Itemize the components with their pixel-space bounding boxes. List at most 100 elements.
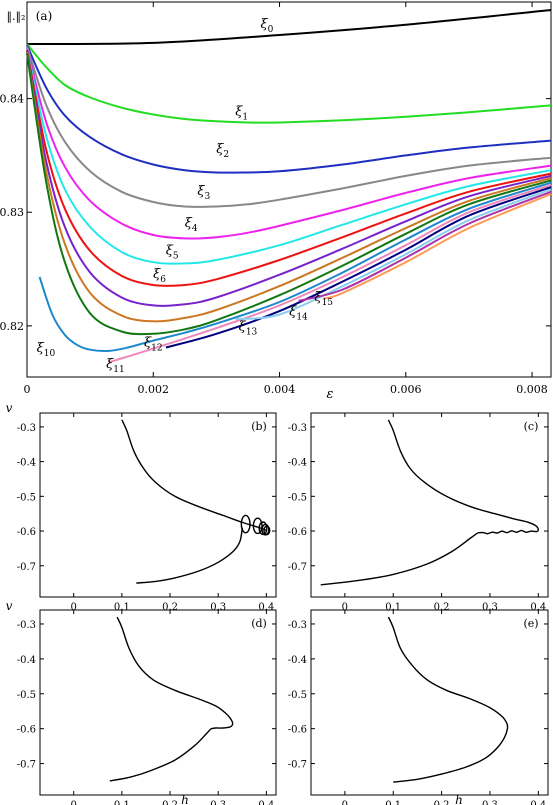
x-tick-label: 0.2 bbox=[434, 602, 450, 613]
series-line-7 bbox=[26, 50, 552, 307]
series-label-14-sub: 14 bbox=[296, 313, 308, 323]
x-tick-label: 0.4 bbox=[258, 800, 274, 805]
trajectory-loop-2 bbox=[258, 521, 268, 536]
series-line-6 bbox=[26, 49, 552, 287]
x-tick-label: 0.2 bbox=[162, 602, 178, 613]
series-label-4-sub: 4 bbox=[192, 224, 198, 234]
x-tick-label: 0.002 bbox=[138, 383, 170, 396]
series-line-14 bbox=[298, 190, 552, 302]
x-tick-label: 0.4 bbox=[258, 602, 274, 613]
panel-label: (c) bbox=[524, 420, 539, 433]
plot-frame bbox=[310, 609, 549, 796]
panel-b: 0 0.1 0.2 0.3 0.4 -0.3 -0.4 -0.5 -0.6 -0.7 (b) v bbox=[6, 401, 277, 613]
series-label-3: ξ3 bbox=[197, 184, 210, 202]
panel-e: 0 0.1 0.2 0.3 0.4 -0.3 -0.4 -0.5 -0.6 -0.7 (e) h bbox=[288, 609, 549, 805]
x-tick-label: 0 bbox=[71, 800, 77, 805]
trajectory-return-line bbox=[320, 532, 479, 586]
series-label-14: ξ14 bbox=[289, 305, 308, 323]
series-line-2 bbox=[26, 44, 552, 174]
y-tick-label: -0.7 bbox=[17, 562, 36, 573]
y-tick-label: -0.6 bbox=[288, 527, 307, 538]
trajectory-line bbox=[121, 419, 267, 531]
series-label-5-sub: 5 bbox=[173, 251, 179, 261]
y-axis-label: v bbox=[6, 401, 13, 415]
series-label-11-sub: 11 bbox=[113, 365, 124, 375]
series-label-1-base: ξ bbox=[235, 105, 243, 120]
trajectory-line bbox=[387, 616, 509, 783]
series-label-4: ξ4 bbox=[185, 216, 198, 234]
series-label-1-sub: 1 bbox=[242, 113, 248, 123]
series-label-0: ξ0 bbox=[260, 17, 273, 35]
series-line-4 bbox=[26, 47, 552, 240]
trajectory-line bbox=[387, 419, 540, 532]
y-tick-label: -0.6 bbox=[17, 725, 36, 736]
series-label-5: ξ5 bbox=[166, 243, 179, 261]
series-label-0-base: ξ bbox=[260, 17, 268, 32]
trajectory-loop-0 bbox=[240, 514, 251, 534]
series-line-1 bbox=[26, 43, 552, 124]
x-tick-label: 0 bbox=[71, 602, 77, 613]
y-tick-label: -0.3 bbox=[288, 423, 307, 434]
series-label-15: ξ15 bbox=[314, 290, 333, 308]
y-tick-label: -0.4 bbox=[17, 655, 36, 666]
series-label-10-base: ξ bbox=[37, 341, 45, 356]
y-tick-label: -0.6 bbox=[17, 527, 36, 538]
series-line-15 bbox=[323, 193, 552, 300]
panel-a: 0 0.002 0.004 0.006 0.0080.820.830.84ξ0ξ1ξ2ξ… bbox=[0, 1, 552, 402]
y-axis-label: v bbox=[6, 599, 13, 613]
series-line-10 bbox=[38, 181, 552, 352]
y-tick-label: -0.7 bbox=[288, 760, 307, 771]
x-tick-label: 0 bbox=[24, 383, 31, 396]
y-tick-label: -0.4 bbox=[17, 458, 36, 469]
x-axis-label: h bbox=[181, 793, 189, 805]
series-label-10: ξ10 bbox=[37, 341, 56, 359]
panel-label: (b) bbox=[251, 420, 267, 433]
series-line-13 bbox=[235, 188, 552, 320]
x-tick-label: 0.4 bbox=[530, 800, 546, 805]
panel-c: 0 0.1 0.2 0.3 0.4 -0.3 -0.4 -0.5 -0.6 -0.7 (c) bbox=[288, 412, 549, 613]
series-label-11-base: ξ bbox=[106, 357, 114, 372]
series-label-11: ξ11 bbox=[106, 357, 125, 375]
x-axis-label: ε bbox=[327, 387, 334, 402]
panel-label: (e) bbox=[523, 617, 538, 630]
series-label-13-sub: 13 bbox=[246, 327, 258, 337]
trajectory-line bbox=[116, 616, 234, 730]
x-tick-label: 0.3 bbox=[210, 800, 226, 805]
series-label-15-sub: 15 bbox=[322, 298, 334, 308]
y-tick-label: -0.3 bbox=[17, 620, 36, 631]
x-tick-label: 0.1 bbox=[114, 602, 130, 613]
y-axis-label: ‖.‖₂ bbox=[7, 10, 26, 24]
series-label-13-base: ξ bbox=[239, 319, 247, 334]
y-tick-label: -0.4 bbox=[288, 458, 307, 469]
series-label-6-sub: 6 bbox=[160, 275, 166, 285]
y-tick-label: -0.3 bbox=[17, 423, 36, 434]
series-label-6: ξ6 bbox=[153, 267, 166, 285]
x-tick-label: 0.3 bbox=[210, 602, 226, 613]
series-label-15-base: ξ bbox=[314, 290, 322, 305]
trajectory-return-line bbox=[136, 527, 243, 584]
trajectory-loop-1 bbox=[252, 517, 263, 535]
series-label-3-base: ξ bbox=[197, 184, 205, 199]
x-tick-label: 0.008 bbox=[516, 383, 548, 396]
x-tick-label: 0.3 bbox=[482, 602, 498, 613]
x-tick-label: 0.3 bbox=[482, 800, 498, 805]
y-tick-label: -0.6 bbox=[288, 725, 307, 736]
y-tick-label: -0.5 bbox=[288, 492, 307, 503]
series-label-1: ξ1 bbox=[235, 105, 248, 123]
series-label-12-base: ξ bbox=[144, 335, 152, 350]
plot-frame bbox=[310, 412, 549, 598]
y-tick-label: 0.84 bbox=[0, 93, 24, 106]
trajectory-return-line bbox=[109, 728, 212, 782]
panel-label: (d) bbox=[251, 617, 267, 630]
y-tick-label: -0.5 bbox=[288, 690, 307, 701]
y-tick-label: -0.5 bbox=[17, 492, 36, 503]
series-label-6-base: ξ bbox=[153, 267, 161, 282]
x-tick-label: 0.1 bbox=[385, 800, 401, 805]
series-label-10-sub: 10 bbox=[44, 349, 56, 359]
series-label-2-base: ξ bbox=[216, 142, 224, 157]
y-tick-label: -0.3 bbox=[288, 620, 307, 631]
y-tick-label: 0.83 bbox=[0, 206, 24, 219]
x-tick-label: 0 bbox=[342, 602, 348, 613]
x-tick-label: 0.1 bbox=[385, 602, 401, 613]
